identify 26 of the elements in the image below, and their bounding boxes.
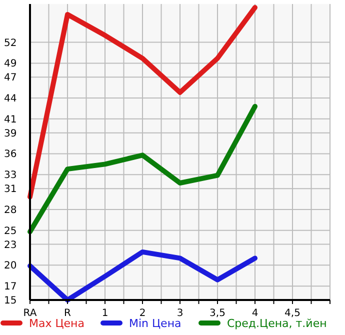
y-tick-label: 20 xyxy=(4,260,17,272)
y-tick-label: 41 xyxy=(4,114,17,126)
x-tick-label: 3 xyxy=(176,308,184,319)
y-tick-label: 15 xyxy=(4,296,17,306)
y-tick-label: 31 xyxy=(4,184,17,196)
y-tick-label: 36 xyxy=(4,149,17,160)
y-tick-label: 23 xyxy=(4,240,17,251)
legend-label: Max Цена xyxy=(29,317,84,330)
x-tick-label: 4 xyxy=(252,308,258,319)
y-tick-label: 47 xyxy=(4,72,17,84)
y-tick-label: 39 xyxy=(4,128,17,140)
y-tick-label: 28 xyxy=(4,204,17,216)
y-tick-label: 52 xyxy=(4,38,17,49)
x-tick-label: 1 xyxy=(102,308,108,319)
x-tick-label: R xyxy=(64,308,72,319)
y-tick-label: 17 xyxy=(4,282,17,293)
legend-label: Сред.Цена, т.йен xyxy=(227,317,327,330)
y-tick-label: 25 xyxy=(4,226,17,237)
y-tick-label: 33 xyxy=(4,170,17,182)
x-tick-label: 2 xyxy=(139,308,146,319)
y-tick-label: 44 xyxy=(4,94,17,105)
x-tick-label: RA xyxy=(23,308,37,319)
y-tick-label: 49 xyxy=(4,58,17,70)
x-tick-label: 3,5 xyxy=(210,308,226,319)
legend-label: Min Цена xyxy=(129,317,182,330)
x-tick-label: 4,5 xyxy=(284,308,300,319)
